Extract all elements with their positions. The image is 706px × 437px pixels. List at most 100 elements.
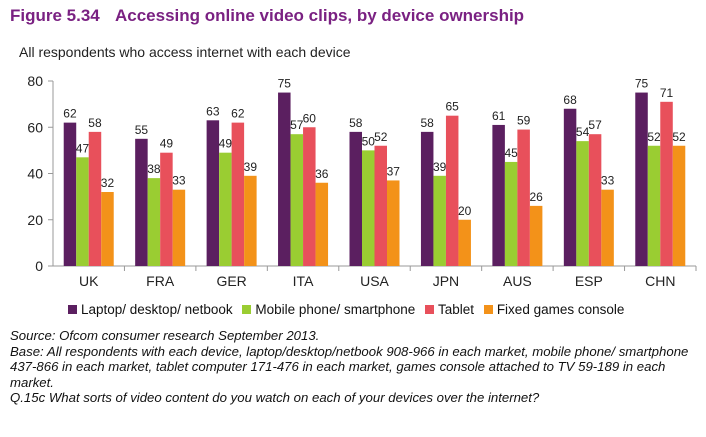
data-label: 71 [660,86,674,100]
source-note: Source: Ofcom consumer research Septembe… [10,328,320,343]
y-tick-label: 40 [27,166,43,182]
bar [135,138,148,266]
data-label: 32 [101,176,115,190]
bar [387,180,400,266]
base-note: Base: All respondents with each device, … [10,343,689,390]
data-label: 38 [147,162,161,176]
data-label: 52 [672,130,686,144]
bar [160,152,173,266]
bar [278,92,291,266]
x-tick-label: UK [79,273,99,289]
figure-number: Figure 5.34 [10,6,100,25]
data-label: 49 [160,137,174,151]
bar [672,145,686,266]
bar [563,108,577,266]
data-label: 57 [290,118,304,132]
bar [517,129,530,266]
data-label: 55 [135,123,149,137]
y-tick-label: 0 [35,258,43,274]
x-tick-label: AUS [503,273,532,289]
bar [362,150,375,266]
y-tick-label: 80 [27,73,43,89]
legend-label-mobile: Mobile phone/ smartphone [255,302,416,317]
y-tick-label: 60 [27,119,43,135]
data-label: 50 [362,134,376,148]
x-tick-label: JPN [433,273,459,289]
bar [576,141,589,266]
data-label: 36 [315,167,329,181]
data-label: 52 [647,130,661,144]
data-label: 75 [635,77,649,91]
data-label: 58 [88,116,102,130]
bar [172,189,186,266]
data-label: 57 [588,118,602,132]
chart-notes: Source: Ofcom consumer research Septembe… [10,328,700,406]
x-tick-label: ESP [575,273,603,289]
data-label: 33 [601,174,615,188]
bar [88,131,102,266]
data-label: 62 [231,107,245,121]
bar [445,115,459,266]
bar [290,134,304,266]
bar [660,101,673,266]
data-label: 20 [458,204,472,218]
data-label: 37 [387,164,401,178]
data-label: 54 [576,125,590,139]
y-tick-label: 20 [27,212,43,228]
data-label: 33 [172,174,186,188]
bar [647,145,661,266]
bar [244,175,257,266]
figure-title: Figure 5.34 Accessing online video clips,… [10,6,524,26]
legend-label-laptop: Laptop/ desktop/ netbook [81,302,233,317]
data-label: 26 [529,190,543,204]
chart-subtitle: All respondents who access internet with… [19,44,351,60]
data-label: 47 [76,141,90,155]
bar [147,178,161,266]
x-tick-label: ITA [293,273,314,289]
legend-swatch-tablet [425,305,435,314]
bar [303,127,316,266]
bar [206,120,220,266]
legend-item-console: Fixed games console [483,302,625,317]
legend-swatch-laptop [68,305,77,314]
data-label: 39 [244,160,258,174]
bar [101,192,114,266]
legend-label-tablet: Tablet [438,302,475,317]
data-label: 62 [63,107,77,121]
bar [231,122,245,266]
question-note: Q.15c What sorts of video content do you… [10,390,540,405]
x-tick-label: FRA [146,273,175,289]
legend-item-tablet: Tablet [425,302,474,317]
bar [349,131,362,266]
bar [219,152,232,266]
data-label: 75 [278,77,292,91]
bar [492,124,505,266]
data-label: 61 [492,109,506,123]
legend-label-console: Fixed games console [496,302,625,317]
legend-swatch-mobile [242,305,252,314]
bar [635,92,648,266]
bar [420,131,434,266]
data-label: 45 [504,146,518,160]
data-label: 58 [421,116,435,130]
data-label: 65 [446,100,460,114]
figure-title-text: Accessing online video clips, by device … [115,6,525,25]
x-tick-label: GER [216,273,246,289]
legend-item-mobile: Mobile phone/ smartphone [242,302,415,317]
bar [433,175,446,266]
data-label: 52 [374,130,388,144]
data-label: 60 [303,111,317,125]
data-label: 59 [517,114,531,128]
bar [374,145,387,266]
bar [63,122,77,266]
x-tick-label: CHN [645,273,675,289]
bar [504,161,518,266]
legend-swatch-console [483,305,493,314]
data-label: 49 [219,137,233,151]
data-label: 58 [349,116,363,130]
bar [588,134,602,266]
data-label: 68 [563,93,577,107]
bar [601,189,614,266]
bar [76,157,89,266]
bar [315,182,329,266]
